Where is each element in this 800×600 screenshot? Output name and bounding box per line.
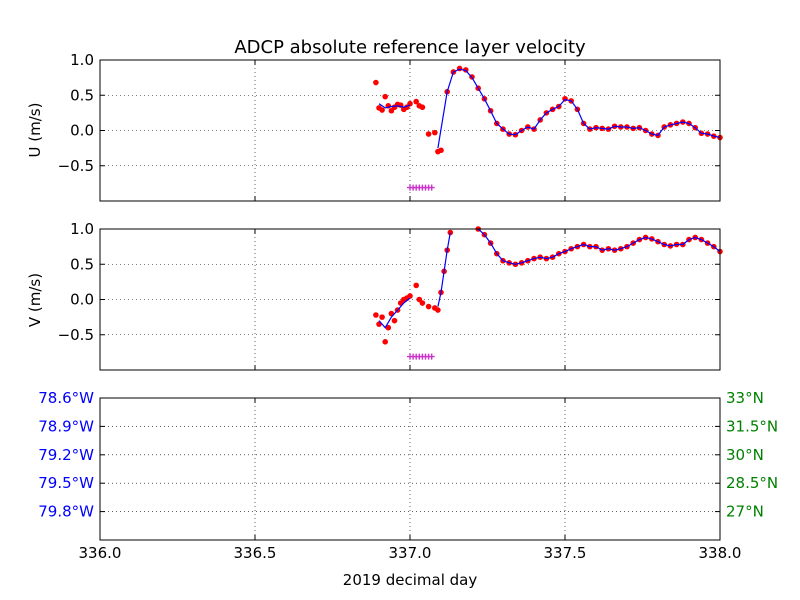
- v-smoothed-line: [437, 232, 451, 307]
- longitude-y-tick-label: 78.9°W: [38, 417, 94, 435]
- v-flag-mark: [428, 353, 435, 360]
- v-data-point: [373, 312, 379, 318]
- latitude-y-tick-label: 33°N: [726, 389, 764, 407]
- u-y-tick-label: −0.5: [58, 157, 94, 175]
- longitude-y-tick-label: 79.2°W: [38, 446, 94, 464]
- v-y-tick-label: −0.5: [58, 326, 94, 344]
- position-x-tick-label: 336.0: [79, 544, 122, 562]
- position-x-tick-label: 337.0: [389, 544, 432, 562]
- u-data-point: [379, 107, 385, 113]
- longitude-y-tick-label: 78.6°W: [38, 389, 94, 407]
- position-x-ticks: 336.0 336.5 337.0 337.5 338.0: [79, 398, 742, 562]
- u-y-axis-label: U (m/s): [26, 103, 44, 158]
- chart-title: ADCP absolute reference layer velocity: [234, 37, 586, 58]
- u-data-point: [373, 79, 379, 86]
- v-data-point: [419, 300, 426, 306]
- position-x-tick-label: 337.5: [544, 544, 587, 562]
- u-flag-mark: [428, 184, 435, 191]
- x-axis-label: 2019 decimal day: [343, 571, 478, 589]
- latitude-y-tick-label: 31.5°N: [726, 417, 778, 435]
- v-x-ticks: [99, 229, 721, 370]
- v-data-point: [385, 324, 392, 331]
- longitude-y-ticks: 78.6°W 78.9°W 79.2°W 79.5°W 79.8°W: [38, 389, 105, 521]
- v-data-point: [379, 314, 385, 320]
- latitude-y-ticks: 33°N 31.5°N 30°N 28.5°N 27°N: [715, 389, 778, 521]
- v-y-tick-label: 1.0: [70, 220, 94, 238]
- u-data-point: [419, 104, 426, 111]
- v-y-axis-label: V (m/s): [26, 273, 44, 327]
- latitude-y-tick-label: 28.5°N: [726, 474, 778, 492]
- v-y-ticks: 1.0 0.5 0.0 −0.5: [58, 220, 720, 344]
- longitude-y-tick-label: 79.8°W: [38, 503, 94, 521]
- u-data-point: [463, 67, 469, 73]
- u-smoothed-line: [437, 68, 721, 149]
- v-data-point: [391, 317, 398, 324]
- v-smoothed-line: [378, 297, 411, 329]
- u-data-point: [382, 93, 389, 100]
- latitude-y-tick-label: 30°N: [726, 446, 764, 464]
- v-data-point: [435, 307, 441, 313]
- position-x-tick-label: 338.0: [699, 544, 742, 562]
- u-x-ticks: [99, 60, 721, 201]
- v-y-tick-label: 0.5: [70, 255, 94, 273]
- u-data-point: [413, 98, 420, 105]
- u-data-point: [562, 95, 568, 102]
- longitude-y-tick-label: 79.5°W: [38, 474, 94, 492]
- v-y-tick-label: 0.0: [70, 291, 94, 309]
- u-y-tick-label: 0.5: [70, 86, 94, 104]
- v-marks: [373, 226, 723, 360]
- u-data-point: [425, 131, 432, 137]
- u-smoothed-line: [378, 103, 411, 109]
- u-y-tick-label: 0.0: [70, 122, 94, 140]
- position-x-tick-label: 336.5: [234, 544, 277, 562]
- u-marks: [373, 65, 723, 191]
- u-velocity-panel: 1.0 0.5 0.0 −0.5 U (m/s): [26, 51, 723, 202]
- u-y-tick-label: 1.0: [70, 51, 94, 69]
- u-data-point: [432, 129, 438, 136]
- u-y-ticks: 1.0 0.5 0.0 −0.5: [58, 51, 720, 175]
- v-data-point: [382, 339, 389, 345]
- latitude-y-tick-label: 27°N: [726, 503, 764, 521]
- v-data-point: [425, 303, 432, 310]
- u-data-point: [438, 147, 444, 154]
- v-data-point: [413, 282, 420, 289]
- v-smoothed-line: [477, 228, 721, 265]
- v-data-point: [407, 293, 413, 299]
- v-velocity-panel: 1.0 0.5 0.0 −0.5 V (m/s): [26, 220, 723, 371]
